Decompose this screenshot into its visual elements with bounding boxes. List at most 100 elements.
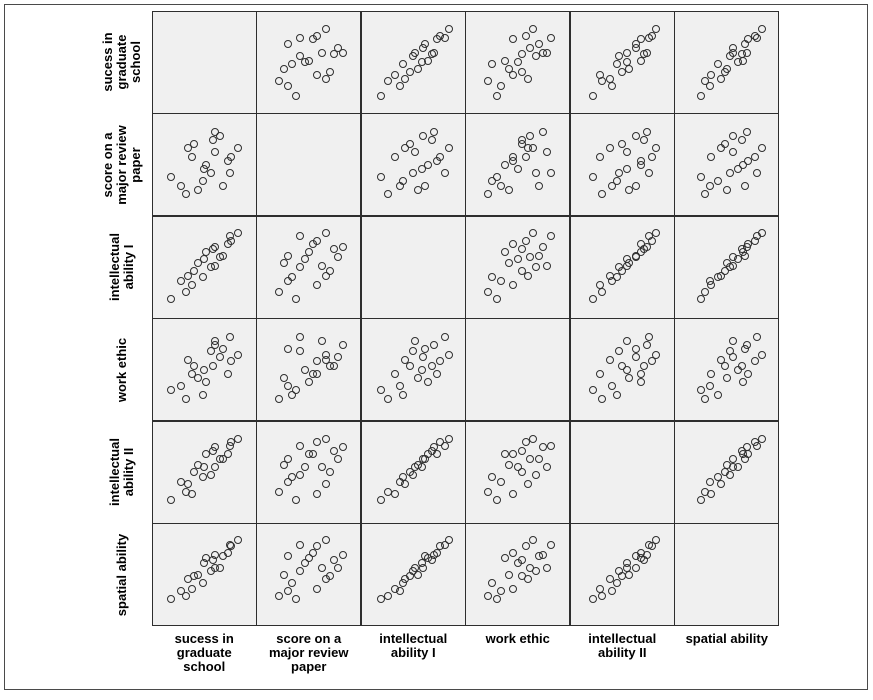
data-point <box>313 357 322 366</box>
data-point <box>614 567 623 576</box>
data-point <box>225 540 234 549</box>
data-point <box>190 266 199 275</box>
data-point <box>526 563 535 572</box>
data-point <box>283 454 292 463</box>
data-point <box>219 251 228 260</box>
data-point <box>651 228 660 237</box>
data-point <box>227 357 236 366</box>
col-label-intellectual-2: intellectual ability II <box>588 631 657 660</box>
data-point <box>509 156 518 165</box>
col-label-success: sucess in graduate school <box>174 631 234 674</box>
data-point <box>618 140 627 149</box>
row-label-intellectual-2-text: intellectual ability II <box>107 438 136 507</box>
data-point <box>166 294 175 303</box>
scatter-cell-r2c5 <box>570 114 674 216</box>
data-point <box>697 386 706 395</box>
row-label-spatial-text: spatial ability <box>114 533 129 616</box>
col-label-score-paper: score on a major review paper <box>269 631 349 674</box>
data-point <box>522 542 531 551</box>
data-point <box>409 347 418 356</box>
data-point <box>752 441 761 450</box>
data-point <box>215 353 224 362</box>
data-point <box>714 390 723 399</box>
data-point <box>509 489 518 498</box>
data-point <box>539 243 547 252</box>
data-point <box>517 245 526 254</box>
data-point <box>700 288 709 297</box>
data-point <box>283 552 292 561</box>
data-point <box>484 487 493 496</box>
data-point <box>509 35 518 44</box>
data-point <box>613 390 622 399</box>
data-point <box>722 373 731 382</box>
data-point <box>539 127 547 136</box>
data-point <box>399 60 408 69</box>
data-point <box>547 540 556 549</box>
data-point <box>208 361 217 370</box>
data-point <box>734 165 743 173</box>
data-point <box>208 136 217 145</box>
data-point <box>528 144 537 153</box>
data-point <box>296 441 305 450</box>
scatter-cell-r3c6 <box>675 216 778 318</box>
data-point <box>744 35 753 44</box>
data-point <box>492 91 501 100</box>
data-point <box>296 231 305 240</box>
data-point <box>505 185 514 194</box>
data-point <box>640 361 649 370</box>
data-point <box>539 48 547 57</box>
scatter-cell-r4c2 <box>257 319 361 421</box>
scatter-cell-r1c3 <box>361 12 465 113</box>
data-point <box>166 386 175 395</box>
data-point <box>532 471 541 480</box>
data-point <box>509 449 518 458</box>
data-point <box>444 144 453 153</box>
data-point <box>390 70 399 79</box>
data-point <box>651 25 660 34</box>
data-point <box>631 563 640 572</box>
data-point <box>219 345 228 353</box>
row-label-intellectual-2: intellectual ability II <box>94 421 150 524</box>
data-point <box>313 585 322 594</box>
data-point <box>234 535 243 544</box>
data-point <box>202 248 211 257</box>
data-point <box>183 575 192 584</box>
data-point <box>183 479 192 488</box>
data-point <box>227 152 236 161</box>
data-point <box>210 550 219 559</box>
data-point <box>166 496 175 505</box>
data-point <box>757 350 766 359</box>
data-point <box>296 347 305 356</box>
data-point <box>405 361 414 370</box>
data-point <box>321 479 330 488</box>
data-point <box>543 148 552 157</box>
data-point <box>225 231 234 240</box>
data-point <box>614 51 623 60</box>
data-point <box>741 181 750 190</box>
data-point <box>444 435 453 443</box>
data-point <box>751 357 760 366</box>
data-point <box>283 251 292 260</box>
data-point <box>413 570 422 579</box>
data-point <box>210 148 219 157</box>
data-point <box>596 369 605 378</box>
data-point <box>436 152 445 161</box>
data-point <box>325 68 334 77</box>
data-point <box>492 595 501 604</box>
data-point <box>651 144 660 153</box>
data-point <box>528 228 537 237</box>
data-point <box>287 578 296 587</box>
data-point <box>752 33 761 42</box>
data-point <box>539 550 547 559</box>
data-point <box>739 378 748 387</box>
data-point <box>296 33 305 42</box>
row-label-score-paper-text: score on a major review paper <box>100 125 143 205</box>
data-point <box>484 288 493 297</box>
data-point <box>317 563 326 572</box>
data-point <box>383 189 392 198</box>
data-point <box>334 454 343 463</box>
data-point <box>488 273 497 282</box>
data-point <box>643 48 652 57</box>
data-point <box>631 131 640 140</box>
scatter-cell-r1c1 <box>153 12 256 113</box>
